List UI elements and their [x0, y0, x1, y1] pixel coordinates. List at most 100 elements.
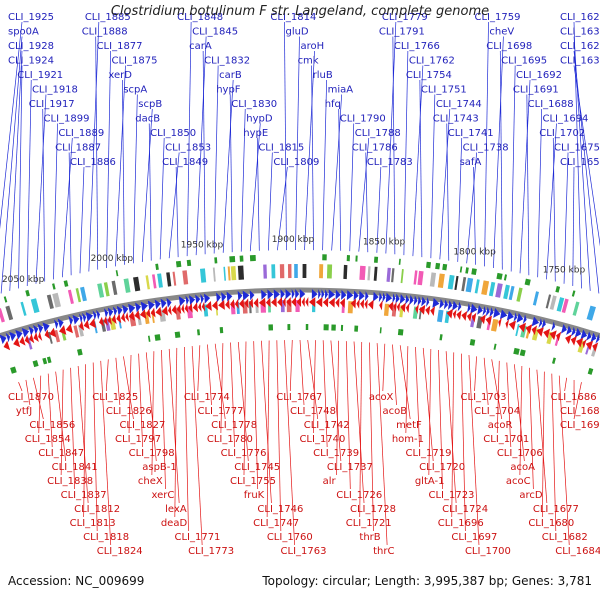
gene-label: lexA [165, 504, 187, 515]
gene-label: CLI_1773 [188, 546, 234, 557]
feature-block [503, 274, 508, 281]
forward-gene-arrow [42, 322, 50, 333]
reverse-gene-arrow [466, 311, 473, 322]
gene-label: acoC [506, 476, 531, 487]
reverse-gene-arrow [271, 297, 277, 308]
forward-gene-arrow [295, 289, 300, 300]
label-leader-line [123, 356, 134, 420]
forward-gene-arrow [112, 306, 118, 317]
forward-gene-arrow [261, 289, 267, 300]
forward-gene-arrow [103, 308, 109, 318]
reverse-gene-arrow [83, 319, 90, 330]
forward-gene-arrow [299, 289, 306, 300]
gene-label: CLI_1856 [29, 420, 75, 431]
reverse-gene-arrow [296, 297, 302, 308]
reverse-gene-arrow [335, 297, 340, 308]
gene-label: cheX [138, 476, 163, 487]
label-leader-line [322, 340, 328, 448]
feature-block [5, 305, 14, 321]
label-leader-line [184, 346, 189, 532]
gene-label: carA [189, 41, 212, 52]
label-leader-line [191, 346, 203, 546]
label-leader-line [42, 108, 46, 282]
feature-block [429, 272, 437, 287]
feature-block [437, 273, 445, 289]
label-leader-line [237, 341, 249, 462]
gene-label: CLI_1918 [32, 85, 78, 96]
forward-gene-arrow [116, 305, 123, 316]
label-leader-line [122, 79, 125, 265]
reverse-gene-arrow [498, 317, 502, 328]
reverse-gene-arrow [415, 304, 419, 314]
label-leader-line [240, 108, 246, 252]
reverse-gene-arrow [24, 334, 30, 345]
forward-gene-arrow [447, 300, 453, 310]
forward-gene-arrow [378, 292, 383, 303]
feature-block [572, 301, 580, 316]
feature-block [166, 272, 172, 287]
label-leader-line [536, 369, 548, 504]
forward-gene-arrow [5, 332, 11, 343]
gene-label: CLI_1854 [25, 434, 71, 445]
label-leader-line [483, 357, 489, 406]
gene-label: CLI_1870 [8, 392, 54, 403]
label-leader-line [365, 152, 369, 253]
label-leader-line [446, 123, 450, 261]
feature-block [151, 274, 157, 289]
label-leader-line [0, 21, 23, 230]
feature-block [172, 271, 177, 286]
label-leader-line [422, 347, 434, 462]
gene-label: CLI_1788 [355, 128, 401, 139]
feature-block [0, 308, 5, 323]
label-leader-line [526, 94, 530, 276]
feature-block [442, 263, 448, 271]
feature-block [239, 255, 244, 262]
label-leader-line [105, 359, 109, 392]
label-leader-line [141, 108, 153, 262]
label-leader-line [572, 166, 575, 287]
feature-block [52, 292, 61, 308]
label-leader-line [451, 352, 455, 518]
feature-block [461, 276, 467, 292]
forward-gene-arrow [82, 312, 87, 323]
reverse-gene-arrow [400, 302, 406, 313]
gene-label: CLI_1747 [253, 518, 299, 529]
forward-gene-arrow [249, 290, 255, 301]
label-leader-line [369, 342, 374, 532]
label-leader-line [35, 94, 47, 284]
position-marker: 1750 kbp [543, 266, 586, 276]
reverse-gene-arrow [556, 331, 562, 342]
label-leader-line [403, 50, 409, 256]
forward-gene-arrow [72, 314, 80, 325]
label-leader-line [222, 79, 234, 253]
label-leader-line [77, 365, 89, 504]
gene-label: CLI_1812 [74, 504, 120, 515]
reverse-gene-arrow [536, 327, 544, 337]
label-leader-line [249, 123, 261, 252]
forward-gene-arrow [531, 316, 540, 327]
label-leader-line [128, 354, 132, 434]
gene-label: alr [323, 476, 337, 487]
label-leader-line [376, 343, 388, 546]
label-leader-line [382, 343, 386, 392]
gene-label: CLI_1779 [382, 12, 428, 23]
gene-label: CLI_1741 [448, 128, 494, 139]
label-leader-line [573, 65, 600, 247]
label-leader-line [493, 36, 504, 268]
gene-label: CLI_1797 [115, 434, 161, 445]
forward-gene-arrow [128, 303, 136, 314]
gene-label: CLI_1738 [463, 143, 509, 154]
label-leader-line [510, 65, 516, 272]
label-leader-line [174, 347, 178, 518]
gene-label: CLI_1925 [8, 12, 54, 23]
forward-gene-arrow [154, 299, 161, 310]
forward-gene-arrow [506, 310, 514, 321]
reverse-gene-arrow [396, 302, 401, 312]
reverse-gene-arrow [134, 310, 141, 320]
feature-block [561, 298, 569, 313]
feature-block [67, 289, 74, 304]
feature-block [10, 366, 17, 374]
forward-gene-arrow [328, 289, 336, 300]
gene-label: CLI_1921 [17, 70, 63, 81]
feature-block [154, 334, 161, 341]
